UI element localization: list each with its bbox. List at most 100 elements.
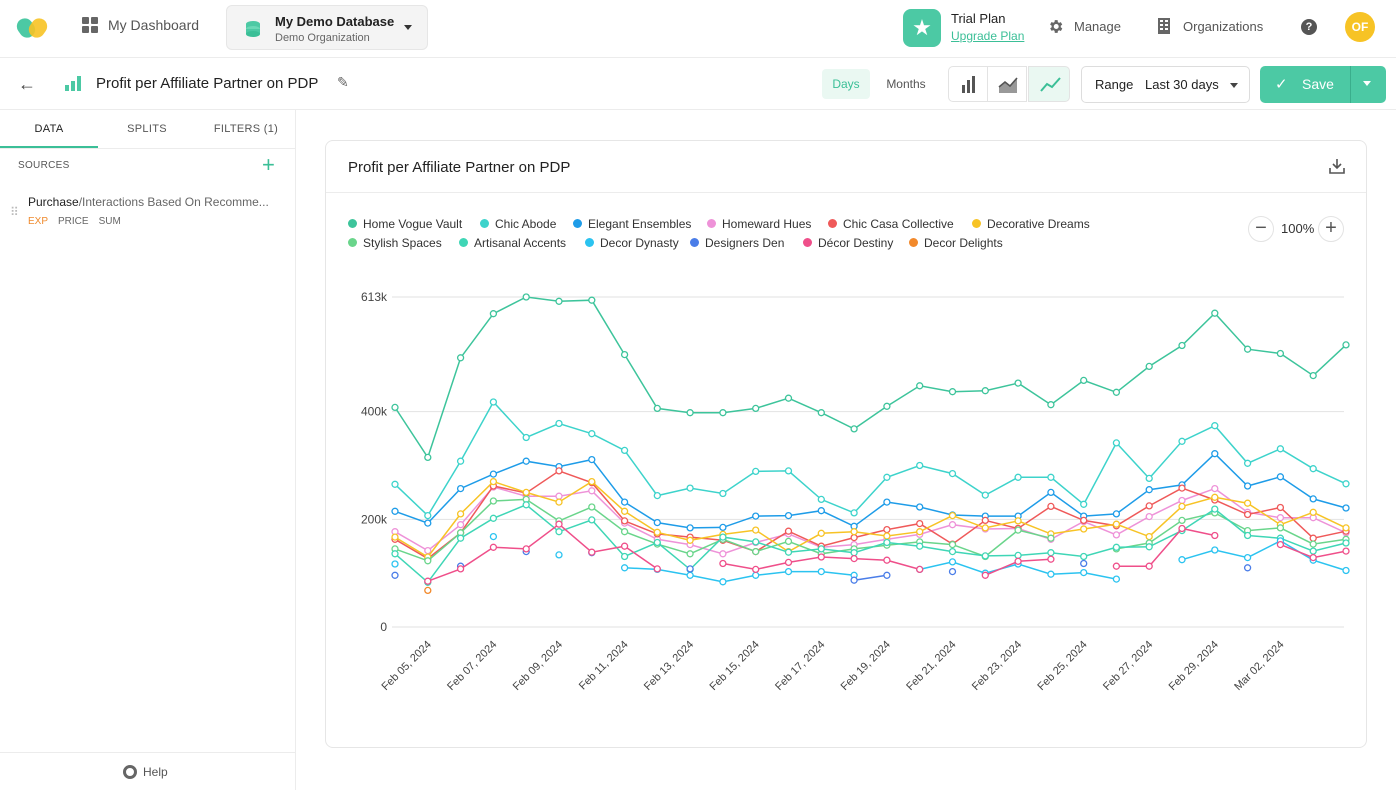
- data-point[interactable]: [850, 533, 858, 542]
- data-point[interactable]: [1112, 388, 1121, 396]
- data-point[interactable]: [686, 536, 694, 544]
- legend-item[interactable]: Stylish Spaces: [348, 236, 442, 250]
- data-point[interactable]: [391, 507, 399, 515]
- data-point[interactable]: [1014, 557, 1022, 565]
- drag-handle-icon[interactable]: ⠿: [10, 205, 19, 219]
- data-point[interactable]: [752, 404, 760, 413]
- data-point[interactable]: [916, 565, 924, 574]
- legend-item[interactable]: Elegant Ensembles: [573, 217, 691, 231]
- data-point[interactable]: [883, 498, 891, 506]
- data-point[interactable]: [1276, 524, 1285, 532]
- data-point[interactable]: [948, 567, 957, 576]
- tab-filters[interactable]: FILTERS (1): [213, 123, 279, 135]
- data-point[interactable]: [1178, 516, 1186, 525]
- data-point[interactable]: [1309, 547, 1317, 555]
- data-point[interactable]: [1080, 552, 1088, 561]
- data-point[interactable]: [1309, 534, 1317, 542]
- data-point[interactable]: [489, 398, 498, 406]
- legend-item[interactable]: Designers Den: [690, 236, 784, 250]
- data-point[interactable]: [1145, 543, 1153, 551]
- data-point[interactable]: [1178, 524, 1186, 533]
- data-point[interactable]: [817, 409, 825, 417]
- data-point[interactable]: [1047, 488, 1055, 497]
- data-point[interactable]: [1243, 499, 1252, 507]
- data-point[interactable]: [719, 533, 727, 541]
- data-point[interactable]: [555, 520, 563, 528]
- upgrade-plan-link[interactable]: Upgrade Plan: [951, 29, 1025, 43]
- data-point[interactable]: [1112, 562, 1121, 570]
- data-point[interactable]: [719, 578, 727, 586]
- data-point[interactable]: [1014, 379, 1022, 387]
- data-point[interactable]: [1342, 524, 1350, 532]
- legend-item[interactable]: Chic Abode: [480, 217, 556, 231]
- data-point[interactable]: [555, 297, 563, 305]
- data-point[interactable]: [424, 546, 432, 555]
- data-point[interactable]: [588, 430, 596, 438]
- data-point[interactable]: [1276, 503, 1285, 512]
- data-point[interactable]: [653, 518, 661, 527]
- data-point[interactable]: [424, 511, 432, 520]
- data-point[interactable]: [1145, 474, 1153, 483]
- data-point[interactable]: [784, 527, 793, 535]
- data-point[interactable]: [686, 524, 694, 532]
- data-point[interactable]: [1178, 496, 1186, 505]
- data-point[interactable]: [817, 529, 825, 537]
- data-point[interactable]: [391, 560, 399, 568]
- tab-days[interactable]: Days: [822, 69, 870, 99]
- data-point[interactable]: [784, 558, 793, 567]
- data-point[interactable]: [1243, 459, 1252, 467]
- data-point[interactable]: [588, 548, 596, 556]
- tab-months[interactable]: Months: [886, 77, 926, 91]
- help-icon[interactable]: ?: [1301, 19, 1317, 35]
- data-point[interactable]: [784, 567, 793, 576]
- legend-item[interactable]: Homeward Hues: [707, 217, 811, 231]
- data-point[interactable]: [1080, 376, 1088, 385]
- data-point[interactable]: [522, 457, 530, 465]
- data-point[interactable]: [620, 552, 629, 561]
- data-point[interactable]: [1178, 556, 1186, 564]
- data-point[interactable]: [784, 467, 793, 475]
- legend-item[interactable]: Decor Dynasty: [585, 236, 679, 250]
- data-point[interactable]: [850, 425, 858, 433]
- data-point[interactable]: [1014, 551, 1022, 560]
- data-point[interactable]: [883, 525, 891, 534]
- data-point[interactable]: [489, 543, 498, 551]
- data-point[interactable]: [686, 565, 694, 573]
- data-point[interactable]: [620, 564, 629, 572]
- line-chart-type-button[interactable]: [1028, 66, 1070, 102]
- data-point[interactable]: [752, 565, 760, 574]
- legend-item[interactable]: Artisanal Accents: [459, 236, 566, 250]
- data-point[interactable]: [1112, 531, 1121, 539]
- data-point[interactable]: [817, 553, 825, 561]
- data-point[interactable]: [1145, 486, 1153, 494]
- download-icon[interactable]: [1328, 157, 1346, 175]
- data-point[interactable]: [653, 538, 661, 547]
- data-point[interactable]: [916, 542, 924, 550]
- data-point[interactable]: [1112, 439, 1121, 447]
- data-point[interactable]: [1014, 473, 1022, 481]
- data-point[interactable]: [981, 516, 989, 525]
- database-selector[interactable]: My Demo Database Demo Organization: [226, 5, 428, 50]
- data-point[interactable]: [817, 567, 825, 576]
- data-point[interactable]: [948, 558, 957, 566]
- legend-item[interactable]: Decorative Dreams: [972, 217, 1090, 231]
- data-point[interactable]: [456, 484, 465, 493]
- data-point[interactable]: [916, 503, 924, 511]
- data-point[interactable]: [948, 540, 957, 549]
- tab-splits[interactable]: SPLITS: [127, 123, 167, 135]
- data-point[interactable]: [784, 394, 793, 402]
- data-point[interactable]: [1342, 539, 1350, 547]
- data-point[interactable]: [620, 542, 629, 550]
- data-point[interactable]: [555, 419, 563, 428]
- save-options-chevron-icon[interactable]: [1363, 81, 1371, 86]
- data-point[interactable]: [555, 528, 563, 536]
- data-point[interactable]: [588, 516, 596, 524]
- data-point[interactable]: [456, 521, 465, 529]
- data-point[interactable]: [653, 528, 661, 536]
- data-point[interactable]: [588, 487, 596, 495]
- legend-item[interactable]: Décor Destiny: [803, 236, 893, 250]
- data-point[interactable]: [456, 565, 465, 573]
- data-point[interactable]: [1342, 341, 1350, 349]
- data-point[interactable]: [916, 461, 924, 470]
- data-point[interactable]: [850, 549, 858, 557]
